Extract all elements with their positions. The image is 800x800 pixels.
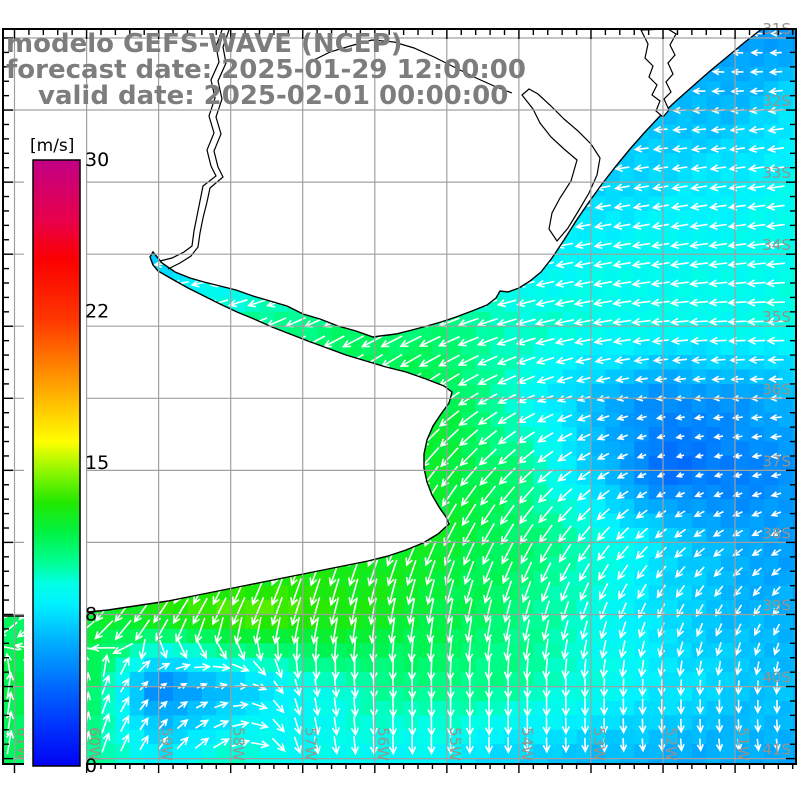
lagoon-outline-1 xyxy=(521,88,601,242)
lat-label-39S: 39S xyxy=(762,597,791,615)
lon-label-53W: 53W xyxy=(590,727,608,761)
map-ticks xyxy=(4,30,795,773)
river-line-1 xyxy=(159,30,223,262)
lon-label-51W: 51W xyxy=(734,727,752,761)
colorbar-unit: [m/s] xyxy=(30,136,74,156)
lat-label-35S: 35S xyxy=(762,308,791,326)
lat-label-33S: 33S xyxy=(762,164,791,182)
land-and-coastline xyxy=(4,30,762,617)
colorbar-tick-15: 15 xyxy=(85,452,109,474)
lon-label-55W: 55W xyxy=(446,727,464,761)
lat-label-36S: 36S xyxy=(762,380,791,398)
colorbar-tick-0: 0 xyxy=(85,755,97,777)
river-line-3 xyxy=(309,39,513,94)
lat-label-41S: 41S xyxy=(762,741,791,759)
lon-label-58W: 58W xyxy=(230,727,248,761)
title-model: modelo GEFS-WAVE (NCEP) xyxy=(6,29,403,59)
graticule-grid xyxy=(4,30,795,763)
map-frame xyxy=(2,28,797,765)
lon-label-60W: 60W xyxy=(86,727,104,761)
lat-label-40S: 40S xyxy=(762,669,791,687)
colorbar-gradient xyxy=(32,159,81,767)
colorbar: [m/s] 30 22 15 8 0 xyxy=(24,128,109,778)
lon-label-54W: 54W xyxy=(518,727,536,761)
lon-label-57W: 57W xyxy=(302,727,320,761)
title-valid-date: valid date: 2025-02-01 00:00:00 xyxy=(38,81,509,111)
lat-label-32S: 32S xyxy=(762,92,791,110)
colorbar-tick-22: 22 xyxy=(85,301,109,323)
lat-label-34S: 34S xyxy=(762,236,791,254)
lon-label-59W: 59W xyxy=(158,727,176,761)
lat-label-38S: 38S xyxy=(762,524,791,542)
colorbar-tick-30: 30 xyxy=(85,149,109,171)
river-line-2 xyxy=(167,30,230,270)
lat-label-37S: 37S xyxy=(762,452,791,470)
lon-label-52W: 52W xyxy=(662,727,680,761)
land-polygon xyxy=(4,30,762,617)
title-forecast-date: forecast date: 2025-01-29 12:00:00 xyxy=(6,55,526,85)
colorbar-tick-8: 8 xyxy=(85,604,97,626)
lon-label-56W: 56W xyxy=(374,727,392,761)
